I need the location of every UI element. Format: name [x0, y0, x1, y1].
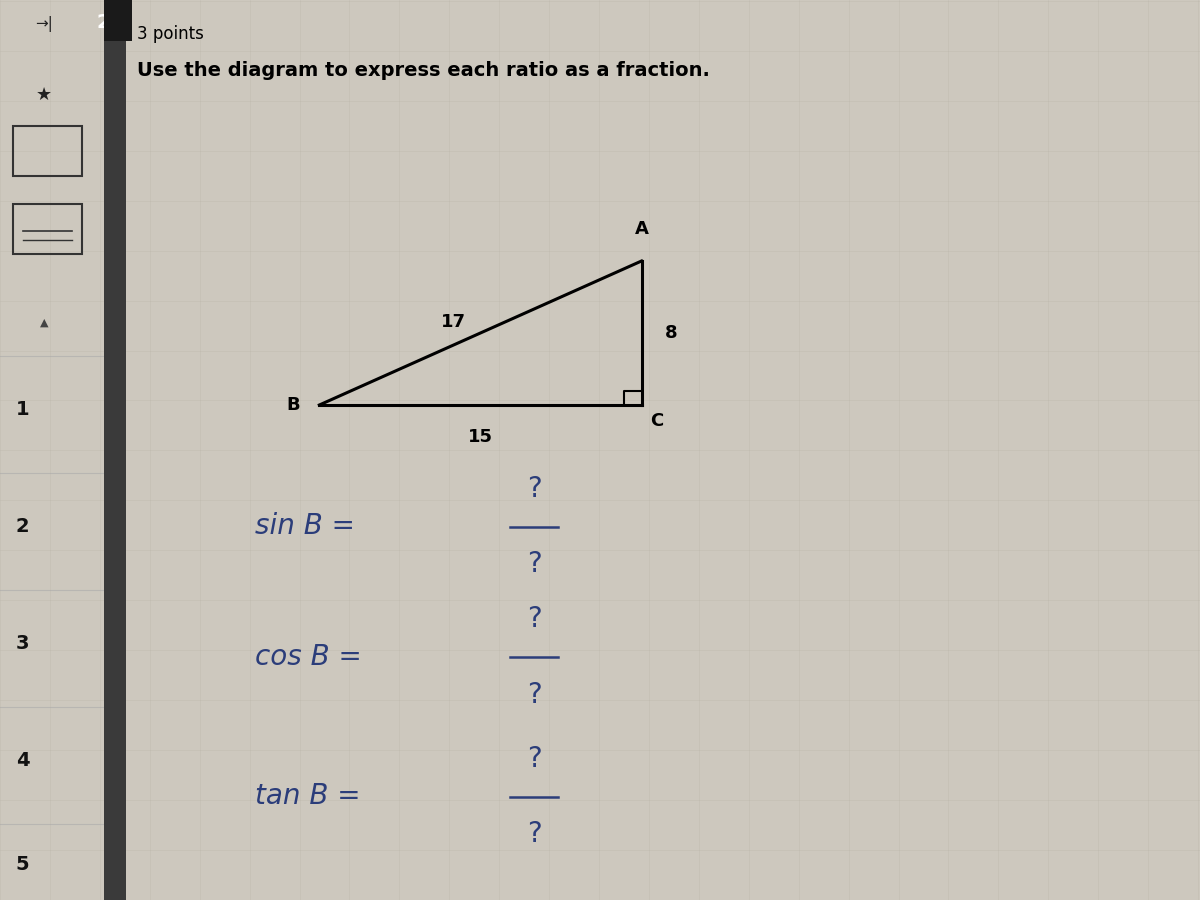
- Text: ?: ?: [527, 744, 541, 773]
- Text: ?: ?: [527, 820, 541, 849]
- Text: →|: →|: [35, 16, 53, 32]
- Text: 2: 2: [96, 13, 110, 32]
- Text: ?: ?: [527, 550, 541, 579]
- Text: ?: ?: [527, 680, 541, 709]
- Text: B: B: [287, 396, 300, 414]
- Text: 4: 4: [16, 751, 30, 770]
- Text: cos B =: cos B =: [254, 643, 371, 671]
- Text: ?: ?: [527, 474, 541, 503]
- Text: 3: 3: [16, 634, 30, 653]
- Text: Use the diagram to express each ratio as a fraction.: Use the diagram to express each ratio as…: [137, 60, 709, 80]
- Text: 8: 8: [665, 324, 678, 342]
- Text: 1: 1: [16, 400, 30, 419]
- Text: 15: 15: [468, 428, 493, 446]
- Text: 17: 17: [442, 313, 466, 331]
- Text: ★: ★: [36, 86, 52, 104]
- Text: 3 points: 3 points: [137, 25, 204, 43]
- Text: 5: 5: [16, 854, 30, 874]
- Text: tan B =: tan B =: [254, 782, 370, 811]
- Text: C: C: [650, 412, 664, 430]
- Text: ▲: ▲: [40, 317, 48, 328]
- Text: ?: ?: [527, 605, 541, 634]
- Text: 2: 2: [16, 517, 30, 536]
- Text: A: A: [635, 220, 648, 238]
- Text: sin B =: sin B =: [254, 512, 364, 541]
